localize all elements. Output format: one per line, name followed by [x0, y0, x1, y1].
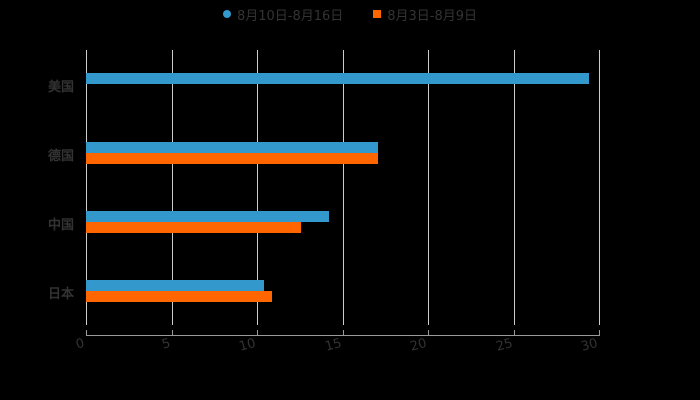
x-tick — [342, 330, 344, 336]
legend-item-series-1[interactable]: 8月10日-8月16日 — [222, 4, 344, 24]
x-tick-label: 20 — [408, 336, 429, 355]
bar[interactable] — [86, 153, 379, 164]
x-tick-label: 30 — [579, 336, 600, 355]
x-tick — [171, 330, 173, 336]
x-tick — [86, 330, 87, 336]
x-tick-label: 25 — [494, 336, 514, 355]
x-tick — [257, 330, 258, 336]
legend-circle-icon — [222, 10, 231, 18]
gridline — [257, 50, 258, 325]
gridline — [513, 50, 515, 325]
gridline — [342, 50, 344, 325]
bar[interactable] — [86, 142, 379, 153]
x-tick — [513, 330, 515, 336]
x-tick — [599, 330, 600, 336]
category-label: 美国 — [48, 80, 75, 95]
x-tick-label: 5 — [159, 336, 172, 353]
category-label: 日本 — [48, 287, 75, 302]
x-tick-label: 10 — [237, 336, 258, 355]
bar[interactable] — [86, 222, 302, 233]
legend: 8月10日-8月16日 8月3日-8月9日 — [0, 4, 700, 24]
legend-label: 8月10日-8月16日 — [236, 8, 344, 24]
bar[interactable] — [86, 291, 273, 302]
legend-label: 8月3日-8月9日 — [387, 8, 478, 24]
legend-item-series-2[interactable]: 8月3日-8月9日 — [373, 4, 477, 24]
x-tick — [428, 330, 429, 336]
category-label: 中国 — [48, 218, 75, 233]
x-tick-label: 0 — [74, 336, 87, 353]
x-tick-label: 15 — [323, 336, 343, 355]
bar[interactable] — [86, 280, 264, 291]
plot-area — [86, 50, 600, 325]
category-label: 德国 — [48, 149, 75, 164]
bar[interactable] — [86, 73, 589, 84]
bar[interactable] — [86, 211, 329, 222]
legend-square-icon — [373, 10, 382, 18]
gridline — [599, 50, 600, 325]
gridline — [86, 50, 87, 325]
gridline — [428, 50, 429, 325]
gridline — [171, 50, 173, 325]
